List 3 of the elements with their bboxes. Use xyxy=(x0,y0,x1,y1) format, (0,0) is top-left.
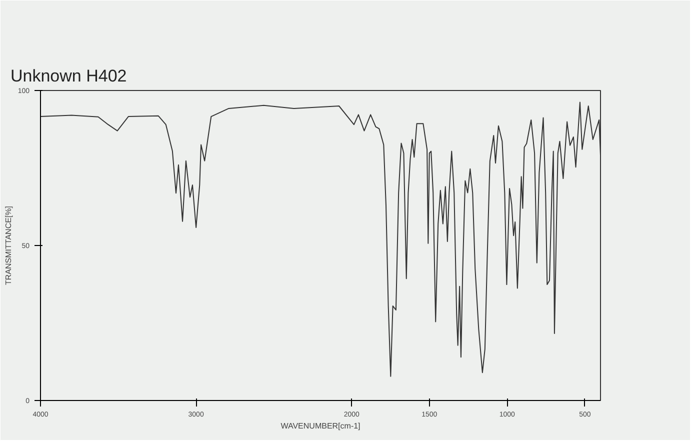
y-axis-title: TRANSMITTANCE[%] xyxy=(4,206,13,285)
x-axis-title: WAVENUMBER[cm-1] xyxy=(280,422,360,430)
chart-title: Unknown H402 xyxy=(10,66,127,86)
